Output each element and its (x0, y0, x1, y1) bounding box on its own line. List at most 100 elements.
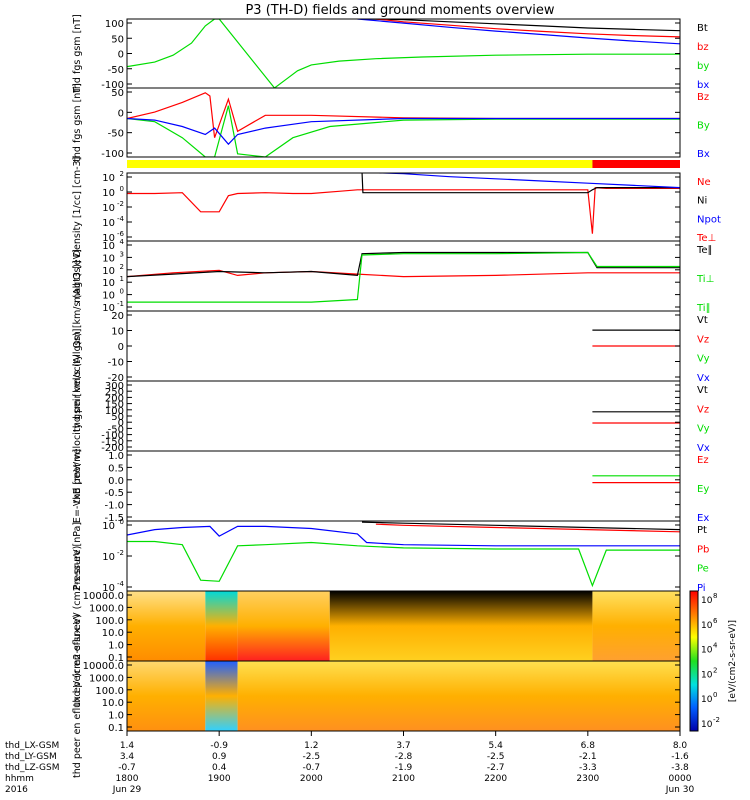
y-tick-label: -20 (108, 373, 124, 384)
colorbar-tick-label: 10 (701, 646, 713, 656)
y-tick-label: 0.5 (108, 463, 124, 474)
footer-cell: -2.7 (487, 763, 505, 773)
spectrogram-bands (127, 591, 680, 661)
colorbar-label: [eV/(cm2-s-sr-eV)] (728, 620, 738, 702)
legend-Bt: Bt (697, 23, 708, 34)
y-tick-label: 50 (111, 412, 124, 423)
spectrogram-segment (592, 591, 680, 661)
colorbar-scale (689, 590, 699, 732)
footer-row-label: hhmm (5, 774, 34, 784)
footer-cell: 5.4 (489, 741, 504, 751)
spectrogram-segment (205, 591, 238, 661)
spectrogram-segment (237, 661, 680, 731)
y-tick-label: -10 (108, 358, 124, 369)
footer-cell: Jun 30 (665, 785, 695, 795)
spectrogram-segment (127, 661, 206, 731)
legend-Ex: Ex (697, 513, 709, 524)
footer-cell: 3.4 (120, 752, 135, 762)
footer-cell: -2.8 (395, 752, 413, 762)
series-lines (592, 411, 680, 424)
y-tick-label: 10 (102, 303, 115, 314)
y-axis-label: Density [1/cc] [cm-3] (72, 157, 83, 258)
y-axis-label: E=-VxB [mV/m] (72, 449, 83, 523)
y-axis-label: thd fgs gsm [nT] (72, 14, 83, 93)
y-tick-label: 10 (102, 583, 115, 594)
y-tick-exponent: 0 (120, 288, 124, 296)
status-bar-bad (592, 160, 680, 168)
footer-cell: -2.5 (487, 752, 505, 762)
y-tick-label: 100.0 (95, 616, 124, 627)
legend-Ez: Ez (697, 455, 709, 466)
footer-cell: 1.2 (304, 741, 318, 751)
series-lines (127, 19, 680, 88)
y-tick-label: 0 (118, 108, 124, 119)
legend-Ti⊥: Ti⊥ (696, 274, 714, 285)
y-tick-label: 50 (111, 34, 124, 45)
y-tick-label: -50 (108, 129, 124, 140)
series-Ne (127, 186, 680, 234)
footer-row-label: thd_LZ-GSM (5, 763, 60, 773)
y-tick-label: 10 (102, 173, 115, 184)
legend-Vz: Vz (697, 334, 709, 345)
footer-cell: -0.7 (303, 763, 321, 773)
y-axis-label: thd peer en eflux eV (cm2-s-sr-eV) (72, 614, 83, 778)
y-axis-label: Pressure [nPa] (72, 522, 83, 590)
y-tick-label: 1.0 (108, 711, 124, 722)
footer-cell: 0.4 (212, 763, 227, 773)
series-lines (127, 521, 680, 588)
footer-cell: 8.0 (673, 741, 688, 751)
series-by (127, 19, 680, 88)
status-bar-good (127, 160, 593, 168)
footer-cell: 1.4 (120, 741, 135, 751)
series-lines (127, 251, 680, 303)
footer-row-label: thd_LX-GSM (5, 741, 59, 751)
spectrogram-segment (329, 591, 593, 661)
y-tick-label: -100 (101, 80, 124, 91)
y-axis-label: thd peir en eflux eV (cm2-s-sr-eV) (72, 546, 83, 707)
y-tick-exponent: -2 (117, 200, 124, 208)
colorbar-tick-exponent: 2 (713, 666, 717, 674)
legend-Ti∥: Ti∥ (696, 303, 711, 314)
series-lines (592, 329, 680, 347)
colorbar-tick-exponent: 0 (713, 691, 717, 699)
panel-frame (126, 450, 681, 522)
legend-Vz: Vz (697, 404, 709, 415)
y-tick-exponent: 0 (120, 185, 124, 193)
y-tick-exponent: 1 (120, 275, 124, 283)
y-tick-label: 0.1 (108, 723, 124, 734)
y-tick-label: 20 (111, 311, 124, 322)
legend-Pi: Pi (697, 583, 706, 594)
colorbar-tick-exponent: -2 (713, 716, 720, 724)
colorbar-tick-exponent: 6 (713, 617, 718, 625)
legend-Vx: Vx (697, 373, 710, 384)
y-tick-label: -1.0 (104, 501, 124, 512)
y-tick-exponent: 3 (120, 250, 124, 258)
y-tick-label: 150 (105, 400, 124, 411)
y-tick-label: 0 (118, 418, 124, 429)
footer-cell: -2.1 (579, 752, 597, 762)
y-tick-label: 300 (105, 381, 124, 392)
y-tick-label: -100 (101, 431, 124, 442)
legend-Ne: Ne (697, 177, 711, 188)
legend-Vt: Vt (697, 315, 708, 326)
y-tick-label: -1.5 (104, 513, 124, 524)
series-Npot (364, 173, 680, 189)
colorbar-tick-exponent: 8 (713, 592, 717, 600)
legend-Vy: Vy (697, 354, 710, 365)
series-Pt (361, 521, 680, 531)
footer-cell: 6.8 (581, 741, 596, 751)
legend-bz: bz (697, 42, 709, 53)
panel-frame (126, 18, 681, 89)
y-tick-label: 1.0 (108, 451, 124, 462)
spectrogram-segment (127, 591, 206, 661)
y-tick-exponent: -2 (117, 549, 124, 557)
y-tick-label: 10 (111, 327, 124, 338)
y-tick-label: 100 (105, 19, 124, 30)
colorbar-tick-label: 10 (701, 720, 713, 730)
y-tick-exponent: 4 (120, 238, 125, 246)
